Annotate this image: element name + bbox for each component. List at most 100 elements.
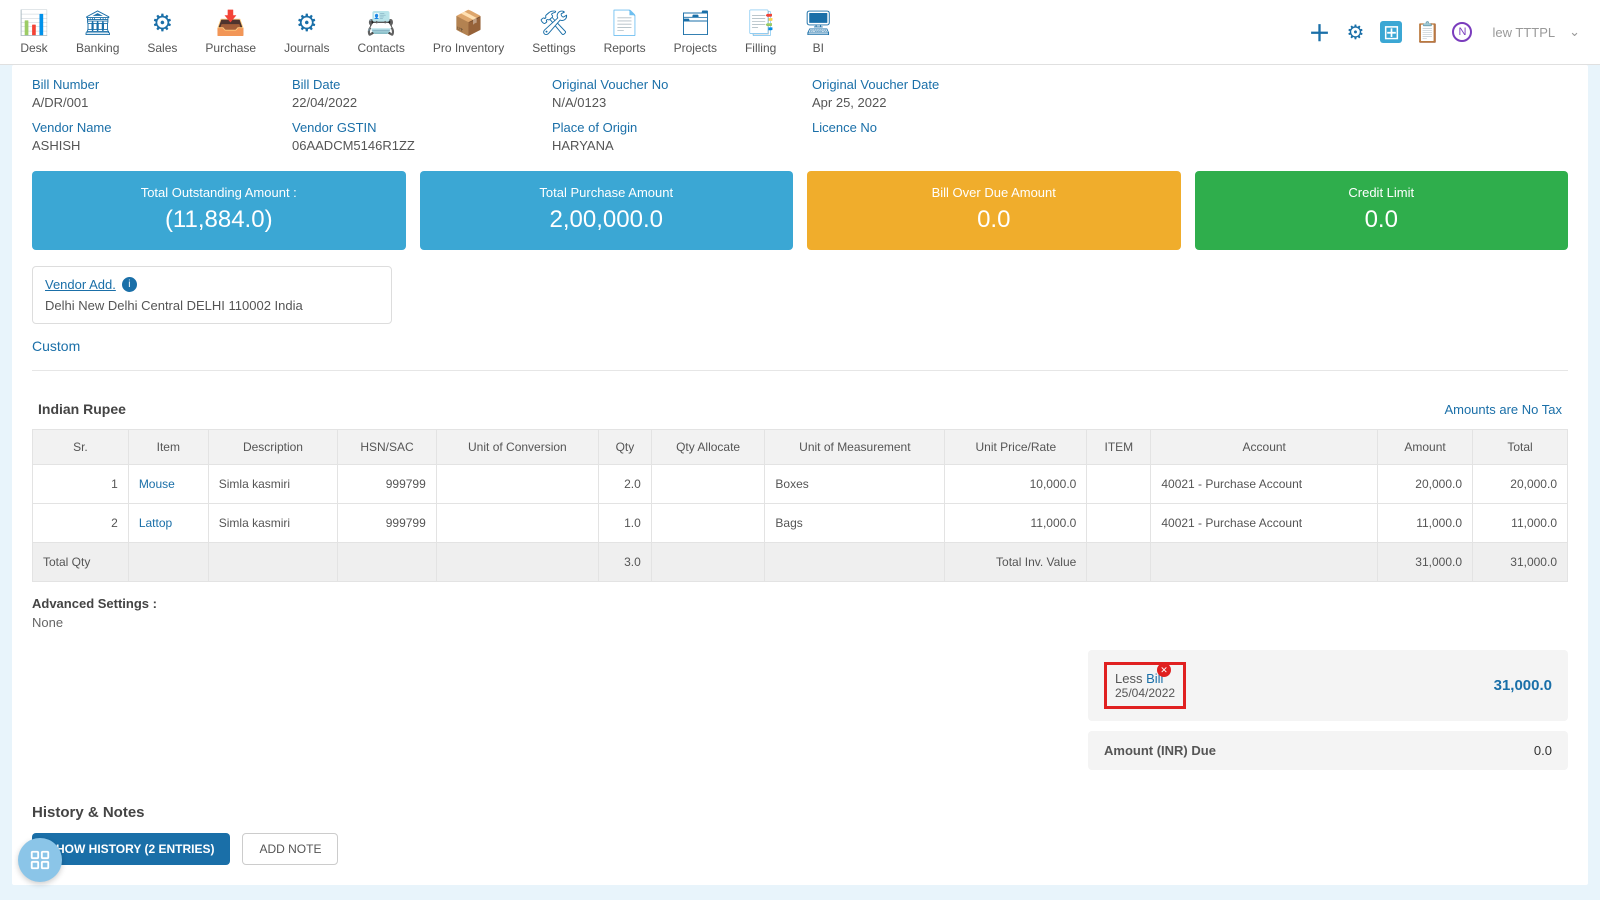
nav-label: Filling (745, 41, 776, 55)
table-row: 2LattopSimla kasmiri9997991.0Bags11,000.… (33, 504, 1568, 543)
nav-label: Settings (532, 41, 575, 55)
nav-icon: 📄 (611, 9, 639, 37)
table-header: Unit Price/Rate (945, 430, 1087, 465)
table-header: Qty Allocate (651, 430, 765, 465)
table-header: Account (1151, 430, 1378, 465)
calculator-icon[interactable]: ⊞ (1380, 21, 1402, 43)
table-header: Sr. (33, 430, 129, 465)
vendor-add-title-text: Vendor Add. (45, 277, 116, 292)
purchase-label: Total Purchase Amount (420, 185, 794, 200)
table-header: ITEM (1087, 430, 1151, 465)
nav-item-journals[interactable]: ⚙Journals (284, 9, 329, 55)
fab-apps-button[interactable] (18, 838, 62, 882)
nav-label: Contacts (357, 41, 404, 55)
nav-label: Sales (147, 41, 177, 55)
orig-voucher-date-label: Original Voucher Date (812, 77, 1052, 92)
clipboard-icon[interactable]: 📋 (1416, 21, 1438, 43)
less-bill-date: 25/04/2022 (1115, 686, 1175, 700)
divider (32, 370, 1568, 371)
cell-item[interactable]: Mouse (128, 465, 208, 504)
cell-uoc (436, 465, 598, 504)
orig-voucher-no-label: Original Voucher No (552, 77, 792, 92)
nav-item-filling[interactable]: 📑 Filling (745, 9, 776, 55)
chevron-down-icon[interactable]: ⌄ (1569, 24, 1580, 40)
table-row: 1MouseSimla kasmiri9997992.0Boxes10,000.… (33, 465, 1568, 504)
bottom-summary: Less Bill ✕ 25/04/2022 31,000.0 Amount (… (32, 650, 1568, 780)
info-grid: Bill Number A/DR/001 Bill Date 22/04/202… (32, 77, 1568, 153)
purchase-value: 2,00,000.0 (420, 206, 794, 234)
less-bill-amount: 31,000.0 (1494, 677, 1552, 694)
gear-icon[interactable]: ⚙ (1344, 21, 1366, 43)
table-header: Unit of Conversion (436, 430, 598, 465)
place-origin-value: HARYANA (552, 138, 792, 153)
outstanding-label: Total Outstanding Amount : (32, 185, 406, 200)
nav-label: Projects (674, 41, 717, 55)
custom-link[interactable]: Custom (32, 338, 1568, 354)
table-header: Qty (598, 430, 651, 465)
nav-item-desk[interactable]: 📊 Desk (20, 9, 48, 55)
adv-settings-value: None (32, 615, 1568, 630)
cell-hsn: 999799 (338, 504, 437, 543)
nav-icon: 📇 (367, 9, 395, 37)
cell-qalloc (651, 465, 765, 504)
nav-item-banking[interactable]: 🏛Banking (76, 9, 119, 55)
bill-number-label: Bill Number (32, 77, 272, 92)
user-label[interactable]: lew TTTPL (1492, 25, 1555, 40)
info-icon[interactable]: i (122, 277, 137, 292)
cell-uoc (436, 504, 598, 543)
less-bill-highlight-box: Less Bill ✕ 25/04/2022 (1104, 662, 1186, 709)
nav-item-contacts[interactable]: 📇 Contacts (357, 9, 404, 55)
cell-desc: Simla kasmiri (208, 465, 337, 504)
credit-label: Credit Limit (1195, 185, 1569, 200)
cell-account: 40021 - Purchase Account (1151, 504, 1378, 543)
total-qty-label: Total Qty (33, 543, 129, 582)
table-header: Item (128, 430, 208, 465)
orig-voucher-date-value: Apr 25, 2022 (812, 95, 1052, 110)
outstanding-card: Total Outstanding Amount : (11,884.0) (32, 171, 406, 250)
cell-account: 40021 - Purchase Account (1151, 465, 1378, 504)
cell-total: 20,000.0 (1473, 465, 1568, 504)
nav-item-sales[interactable]: ⚙ Sales (147, 9, 177, 55)
currency-label: Indian Rupee (38, 401, 126, 417)
nav-label: BI (813, 41, 824, 55)
cell-rate: 11,000.0 (945, 504, 1087, 543)
nav-label: Banking (76, 41, 119, 55)
vendor-address: Delhi New Delhi Central DELHI 110002 Ind… (45, 298, 379, 313)
nav-item-settings[interactable]: 🛠Settings (532, 9, 575, 55)
nav-item-reports[interactable]: 📄 Reports (604, 9, 646, 55)
nav-items: 📊 Desk 🏛Banking ⚙ Sales 📥Purchase ⚙Journals 📇 Co… (20, 9, 1308, 55)
cell-item[interactable]: Lattop (128, 504, 208, 543)
new-badge-icon[interactable]: N (1452, 22, 1472, 42)
nav-icon: 📑 (747, 9, 775, 37)
nav-icon: 📊 (20, 9, 48, 37)
nav-item-pro-inventory[interactable]: 📦Pro Inventory (433, 9, 504, 55)
vendor-name-value: ASHISH (32, 138, 272, 153)
cell-amount: 20,000.0 (1378, 465, 1473, 504)
cell-item2 (1087, 465, 1151, 504)
cell-sr: 2 (33, 504, 129, 543)
nav-item-bi[interactable]: 🖥 BI (804, 9, 832, 55)
add-note-button[interactable]: ADD NOTE (242, 833, 338, 865)
cell-qty: 2.0 (598, 465, 651, 504)
vendor-add-title[interactable]: Vendor Add. i (45, 277, 379, 292)
items-table: Sr.ItemDescriptionHSN/SACUnit of Convers… (32, 429, 1568, 582)
nav-icon: ⚙ (148, 9, 176, 37)
amount-due-label: Amount (INR) Due (1104, 743, 1216, 758)
nav-label: Reports (604, 41, 646, 55)
nav-icon: 🖥 (804, 9, 832, 37)
overdue-value: 0.0 (807, 206, 1181, 234)
cell-sr: 1 (33, 465, 129, 504)
nav-item-purchase[interactable]: 📥Purchase (205, 9, 256, 55)
delete-icon[interactable]: ✕ (1157, 663, 1171, 677)
nav-label: Purchase (205, 41, 256, 55)
total-total: 31,000.0 (1473, 543, 1568, 582)
nav-label: Desk (20, 41, 47, 55)
vendor-gstin-label: Vendor GSTIN (292, 120, 532, 135)
nav-item-projects[interactable]: 🗂Projects (674, 9, 717, 55)
plus-icon[interactable]: ＋ (1308, 21, 1330, 43)
total-qty-value: 3.0 (598, 543, 651, 582)
vendor-gstin-value: 06AADCM5146R1ZZ (292, 138, 532, 153)
table-header: Description (208, 430, 337, 465)
right-toolbar: ＋ ⚙ ⊞ 📋 N lew TTTPL ⌄ (1308, 21, 1580, 43)
cell-rate: 10,000.0 (945, 465, 1087, 504)
